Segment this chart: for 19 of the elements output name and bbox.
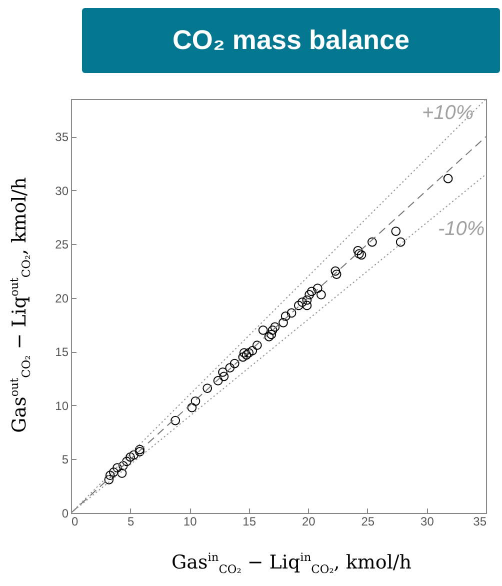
x-tick-label: 35 [473,514,487,528]
x-axis-title: Gas$^{in}$$_{CO₂}$ − Liq$^{in}$$_{CO₂}$, kmol/h [170,550,413,576]
x-tick-label: 0 [72,514,78,528]
annotation: -10% [438,218,485,241]
x-tick-label: 10 [183,514,198,528]
y-tick-label: 15 [55,345,69,360]
y-tick-label: 5 [62,452,69,467]
chart-title: CO₂ mass balance [82,8,500,73]
x-tick-label: 30 [420,514,434,528]
x-tick-label: 25 [361,514,375,528]
y-tick-label: 20 [55,291,69,306]
y-tick-label: 25 [55,238,69,252]
y-tick-label: 30 [55,184,69,198]
y-tick-label: 10 [55,398,69,413]
x-tick-label: 20 [302,514,316,528]
x-tick-label: 15 [242,514,256,528]
y-tick-label: 35 [55,130,69,144]
x-tick-label: 5 [127,514,134,528]
annotation: +10% [422,102,474,125]
